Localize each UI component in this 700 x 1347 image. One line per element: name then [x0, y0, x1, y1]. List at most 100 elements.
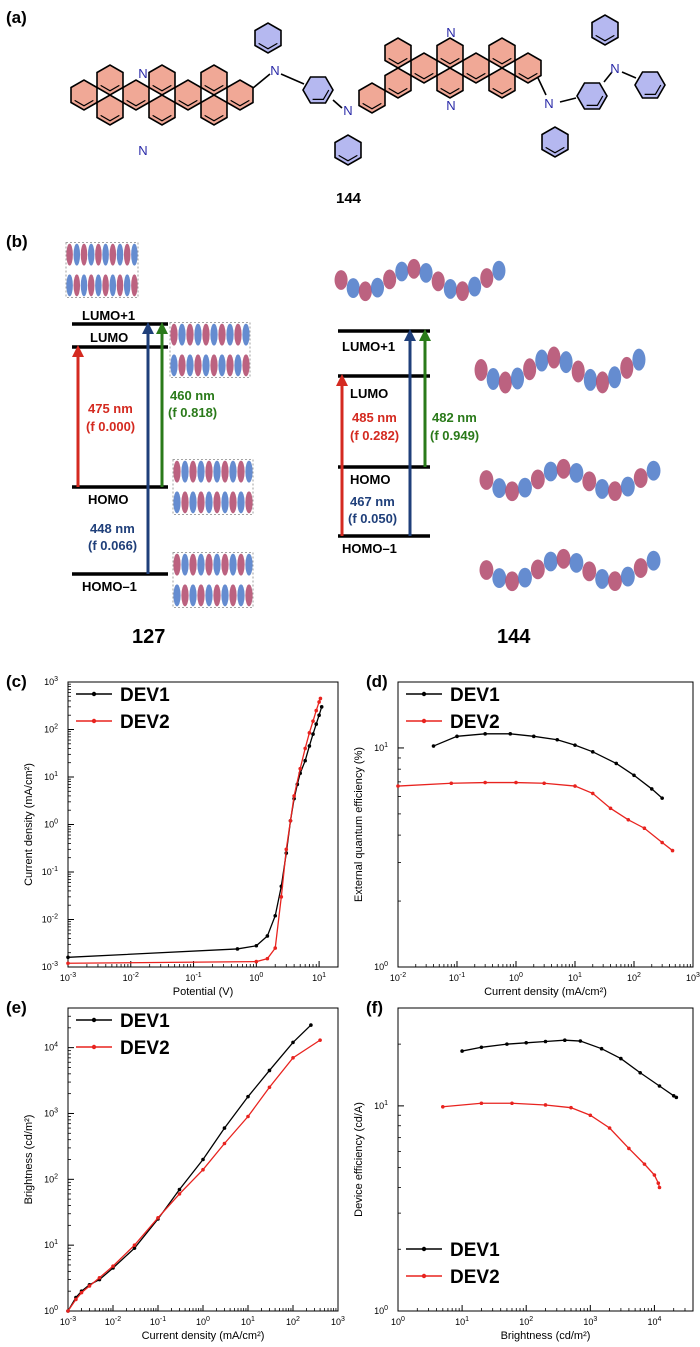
phenyl-ring-bond — [586, 95, 604, 106]
orbital-lobe — [221, 460, 229, 483]
orbital-lobe — [646, 550, 661, 571]
plot-frame — [397, 681, 694, 968]
pentacyclic-ring-bond — [178, 99, 198, 107]
x-tick-label: 10-2 — [390, 972, 406, 983]
orbital-lobe — [358, 281, 372, 302]
data-point-dev1 — [638, 1070, 642, 1075]
y-tick-label: 10-1 — [42, 866, 58, 877]
legend-marker-dev2 — [421, 1273, 427, 1279]
data-point-dev2 — [642, 1162, 647, 1166]
data-point-dev2 — [291, 1056, 295, 1060]
orbital-lobe — [123, 274, 131, 297]
nitrogen-atom: N — [446, 98, 455, 113]
phenyl-ring-bond — [545, 146, 565, 154]
orbital-lobe — [620, 566, 635, 587]
y-tick-label: 100 — [44, 819, 58, 830]
y-tick-label: 101 — [44, 771, 58, 782]
nitrogen-atom: N — [544, 96, 553, 111]
orbital-lobe — [595, 569, 610, 589]
orbital-lobe — [492, 260, 506, 281]
compound-label-144-structure: 144 — [336, 190, 362, 207]
x-tick-exponent: 1 — [251, 1316, 255, 1323]
pentacyclic-ring-bond — [440, 87, 460, 95]
orbital-lobe — [595, 479, 610, 499]
orbital-lobe — [492, 478, 507, 498]
x-axis-label: Brightness (cd/m²) — [501, 1330, 591, 1342]
x-tick-label: 101 — [241, 1316, 255, 1327]
orbital-lobe — [595, 371, 610, 394]
data-point-dev1 — [319, 705, 324, 709]
arrow-475nm-head — [72, 345, 84, 357]
y-tick-exponent: 4 — [54, 1042, 58, 1049]
arrow-448nm-head — [142, 322, 154, 334]
orbital-127-homo-1 — [172, 552, 254, 608]
orbital-lobe — [95, 243, 102, 266]
series-line-dev1 — [461, 1039, 677, 1098]
x-tick-label: 101 — [455, 1316, 469, 1327]
transition-label-460nm: 460 nm — [170, 388, 215, 403]
orbital-lobe — [556, 548, 571, 569]
x-tick-label: 100 — [509, 972, 523, 983]
pentacyclic-ring-bond — [414, 72, 434, 80]
orbital-lobe — [194, 354, 202, 377]
pentacyclic-ring-bond — [518, 72, 538, 80]
data-point-dev2 — [111, 1264, 115, 1268]
y-tick-label: 101 — [44, 1239, 58, 1250]
orbital-lobe — [210, 354, 218, 377]
nitrogen-atom: N — [270, 63, 279, 78]
data-point-dev1 — [619, 1056, 623, 1061]
molecule-frame — [172, 552, 254, 608]
y-tick-exponent: 1 — [54, 1239, 58, 1246]
orbital-lobe — [237, 584, 245, 607]
data-point-dev1 — [660, 796, 664, 800]
transition-f-460nm: (f 0.818) — [168, 405, 217, 420]
data-point-dev2 — [656, 1181, 661, 1185]
x-tick-exponent: -1 — [160, 1316, 166, 1323]
data-point-dev1 — [222, 1126, 227, 1130]
orbital-lobe — [582, 561, 597, 582]
x-tick-label: 100 — [196, 1316, 210, 1327]
x-tick-exponent: -2 — [400, 972, 406, 979]
legend-label-dev1: DEV1 — [120, 685, 170, 706]
data-point-dev1 — [303, 758, 307, 763]
orbital-lobe — [170, 354, 178, 377]
orbital-lobe — [334, 270, 348, 290]
data-point-dev1 — [599, 1046, 604, 1051]
x-tick-exponent: -1 — [195, 972, 201, 979]
orbital-lobe — [131, 243, 138, 266]
y-tick-exponent: -2 — [52, 914, 58, 921]
x-axis-label: Current density (mA/cm²) — [484, 986, 607, 998]
x-tick-exponent: 0 — [519, 972, 523, 979]
data-point-dev2 — [670, 848, 675, 853]
level-label-homo-1: HOMO–1 — [82, 579, 137, 594]
y-tick-exponent: 3 — [54, 1107, 58, 1114]
x-tick-label: 10-1 — [449, 972, 465, 983]
orbital-lobe — [80, 274, 88, 297]
transition-label-448nm: 448 nm — [90, 521, 135, 536]
data-point-dev2 — [542, 781, 546, 786]
orbital-lobe — [419, 262, 433, 283]
data-point-dev2 — [156, 1216, 160, 1220]
y-tick-label: 100 — [374, 1305, 388, 1316]
orbital-lobe — [197, 553, 205, 576]
x-axis-label: Potential (V) — [173, 986, 234, 998]
orbital-lobe — [218, 323, 226, 346]
orbital-lobe — [116, 274, 124, 297]
orbital-lobe — [407, 258, 421, 279]
plot-frame — [67, 681, 339, 968]
data-point-dev1 — [657, 1084, 662, 1088]
data-point-dev1 — [317, 713, 321, 718]
pentacyclic-ring-bond — [492, 87, 512, 95]
orbital-lobe — [221, 491, 229, 514]
data-point-dev2 — [626, 817, 631, 822]
y-tick-label: 101 — [374, 1100, 388, 1111]
x-tick-label: 102 — [286, 1316, 300, 1327]
data-point-dev2 — [642, 826, 647, 831]
orbital-lobe — [582, 471, 597, 492]
phenyl-ring-bond — [258, 42, 278, 50]
bond — [252, 73, 271, 89]
x-tick-label: 100 — [249, 972, 263, 983]
orbital-lobe — [116, 243, 124, 266]
data-point-dev1 — [524, 1040, 529, 1045]
data-point-dev1 — [531, 734, 536, 739]
